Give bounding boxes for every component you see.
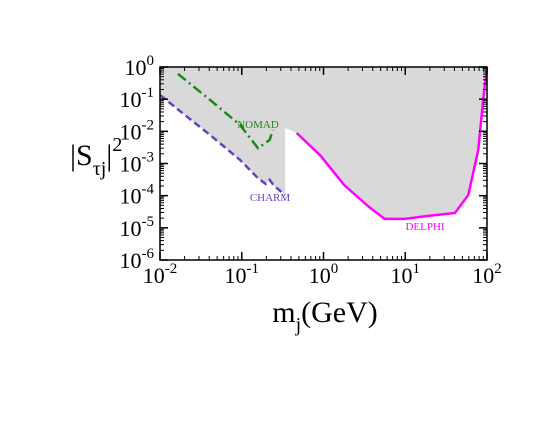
y-tick-label: 10-6 (120, 246, 155, 273)
y-tick-exponent: 0 (147, 53, 155, 69)
y-tick-label: 10-1 (120, 85, 155, 112)
y-tick-exponent: -2 (142, 117, 155, 133)
x-tick-base: 10 (391, 263, 413, 288)
y-tick-exponent: -1 (142, 85, 155, 101)
y-tick-base: 10 (120, 152, 142, 177)
x-tick-base: 10 (143, 263, 165, 288)
series-line (295, 66, 489, 221)
x-tick-label: 102 (472, 261, 502, 288)
x-tick-label: 10-1 (225, 261, 260, 288)
y-tick-base: 10 (125, 55, 147, 80)
x-tick-base: 10 (472, 263, 494, 288)
y-tick-base: 10 (120, 248, 142, 273)
series-label: CHARM (250, 192, 291, 204)
series-line (159, 94, 286, 196)
y-tick-base: 10 (120, 119, 142, 144)
x-label-sub: j (295, 314, 302, 336)
x-tick-label: 100 (309, 261, 339, 288)
x-label-main: m (272, 296, 295, 329)
y-tick-label: 10-4 (120, 182, 155, 209)
y-tick-exponent: -5 (142, 214, 155, 230)
x-tick-label: 101 (391, 261, 421, 288)
series-line (177, 72, 274, 150)
x-tick-base: 10 (225, 263, 247, 288)
x-tick-exponent: 0 (331, 261, 339, 277)
y-tick-exponent: -3 (142, 150, 155, 166)
x-tick-exponent: -2 (165, 261, 178, 277)
y-tick-exponent: -4 (142, 182, 155, 198)
y-tick-label: 100 (125, 53, 155, 80)
y-tick-base: 10 (120, 87, 142, 112)
y-tick-label: 10-3 (120, 150, 155, 177)
y-label-sub: τj (93, 158, 107, 180)
x-axis-label: mj(GeV) (272, 296, 378, 336)
excluded-region (160, 67, 487, 219)
y-label-main: |S (70, 139, 93, 172)
x-tick-label: 10-2 (143, 261, 178, 288)
x-tick-exponent: -1 (247, 261, 260, 277)
y-tick-label: 10-2 (120, 117, 155, 144)
y-tick-base: 10 (120, 184, 142, 209)
y-label-sup: 2 (112, 134, 122, 156)
x-tick-base: 10 (309, 263, 331, 288)
y-axis-label: |Sτj|2 (70, 134, 122, 180)
x-tick-exponent: 2 (494, 261, 502, 277)
y-tick-base: 10 (120, 216, 142, 241)
x-label-rest: (GeV) (301, 296, 378, 329)
x-tick-exponent: 1 (413, 261, 421, 277)
series-label: NOMAD (237, 119, 279, 131)
series-label: DELPHI (405, 221, 444, 233)
y-tick-label: 10-5 (120, 214, 155, 241)
y-label-rest: | (106, 139, 112, 172)
y-tick-exponent: -6 (142, 246, 155, 262)
